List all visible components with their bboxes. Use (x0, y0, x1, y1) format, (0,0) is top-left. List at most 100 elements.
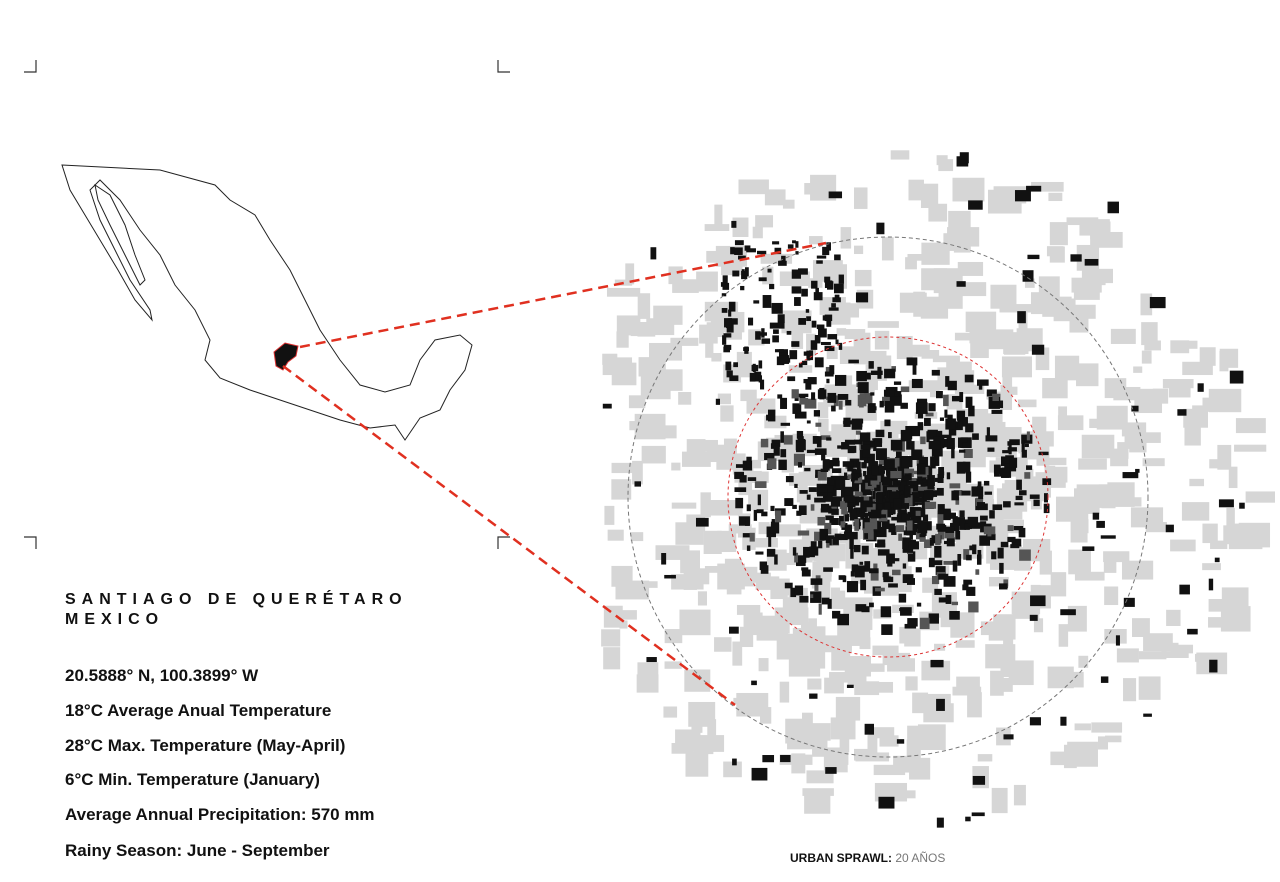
urban-patch (756, 509, 764, 514)
urban-patch (798, 471, 808, 498)
urban-patch (780, 449, 787, 458)
urban-patch (838, 575, 846, 580)
urban-patch (959, 152, 969, 164)
urban-patch (861, 507, 867, 513)
urban-patch (843, 417, 851, 427)
urban-patch (811, 280, 818, 289)
urban-patch (956, 410, 966, 421)
urban-patch (1076, 519, 1089, 534)
urban-patch (992, 395, 999, 402)
urban-patch (959, 510, 965, 518)
urban-patch (930, 456, 936, 469)
urban-patch (1165, 524, 1174, 533)
urban-patch (854, 519, 859, 531)
urban-patch (801, 567, 809, 571)
urban-patch (904, 468, 915, 473)
urban-patch (1105, 735, 1122, 743)
urban-patch (935, 566, 946, 575)
urban-patch (869, 602, 874, 608)
urban-patch (650, 247, 657, 260)
urban-patch (856, 461, 861, 470)
urban-patch (830, 475, 842, 480)
urban-patch (854, 187, 868, 209)
urban-patch (959, 449, 966, 453)
urban-patch (816, 436, 822, 448)
urban-patch (799, 490, 808, 494)
outer-ring (627, 236, 1149, 758)
urban-patch (927, 478, 935, 490)
urban-patch (905, 676, 918, 691)
urban-patch (827, 281, 834, 290)
urban-patch (828, 191, 843, 199)
urban-patch (790, 587, 797, 598)
urban-patch (1018, 527, 1026, 538)
urban-patch (938, 467, 945, 479)
urban-patch (1197, 383, 1204, 392)
urban-patch (604, 505, 615, 525)
urban-patch (755, 215, 774, 228)
urban-patch (867, 735, 878, 760)
urban-patch (707, 719, 717, 745)
urban-patch (874, 473, 878, 484)
urban-patch (1141, 322, 1158, 346)
caption-label: URBAN SPRAWL: (790, 851, 892, 865)
urban-patch (967, 692, 982, 718)
urban-patch (721, 293, 727, 297)
urban-patch (729, 626, 739, 634)
urban-patch (919, 537, 926, 542)
corner-mark (24, 536, 37, 549)
urban-patch (839, 734, 850, 753)
urban-patch (739, 475, 747, 483)
urban-patch (949, 275, 960, 296)
urban-patch (872, 645, 899, 656)
urban-patch (1003, 343, 1026, 355)
urban-patch (806, 494, 811, 500)
urban-patch (1208, 578, 1214, 591)
urban-patch (800, 556, 807, 563)
urban-patch (1026, 465, 1033, 470)
urban-patch (862, 449, 871, 458)
urban-patch (999, 304, 1032, 313)
urban-patch (875, 526, 887, 538)
urban-patch (976, 502, 986, 508)
urban-patch (824, 677, 844, 694)
urban-patch (728, 524, 752, 534)
urban-patch (899, 626, 912, 644)
urban-patch (855, 519, 868, 540)
urban-patch (1042, 378, 1068, 399)
urban-patch (945, 376, 950, 387)
urban-patch (798, 318, 807, 325)
urban-patch (850, 547, 854, 559)
urban-patch (893, 558, 900, 562)
urban-patch (814, 531, 825, 541)
urban-patch (1143, 633, 1173, 652)
urban-patch (768, 535, 772, 547)
urban-patch (908, 425, 921, 437)
urban-patch (730, 247, 735, 255)
urban-patch (1042, 478, 1052, 486)
urban-patch (945, 418, 956, 430)
urban-patch (1050, 572, 1067, 597)
urban-patch (1189, 478, 1205, 487)
urban-patch (1137, 432, 1161, 443)
urban-patch (1044, 457, 1067, 466)
urban-patch (648, 366, 663, 375)
urban-patch (1152, 388, 1169, 404)
urban-patch (911, 449, 923, 461)
urban-patch (834, 374, 847, 386)
urban-patch (901, 497, 909, 504)
urban-patch (788, 656, 821, 677)
urban-patch (943, 438, 948, 448)
urban-patch (920, 436, 926, 445)
urban-patch (817, 470, 827, 481)
urban-patch (907, 725, 923, 748)
urban-patch (869, 568, 879, 574)
urban-patch (842, 461, 854, 467)
urban-patch (1068, 549, 1091, 575)
urban-patch (1071, 671, 1084, 688)
urban-patch (937, 525, 947, 532)
urban-patch (863, 496, 870, 501)
urban-patch (834, 294, 840, 299)
urban-patch (818, 603, 822, 615)
urban-patch (746, 504, 751, 512)
